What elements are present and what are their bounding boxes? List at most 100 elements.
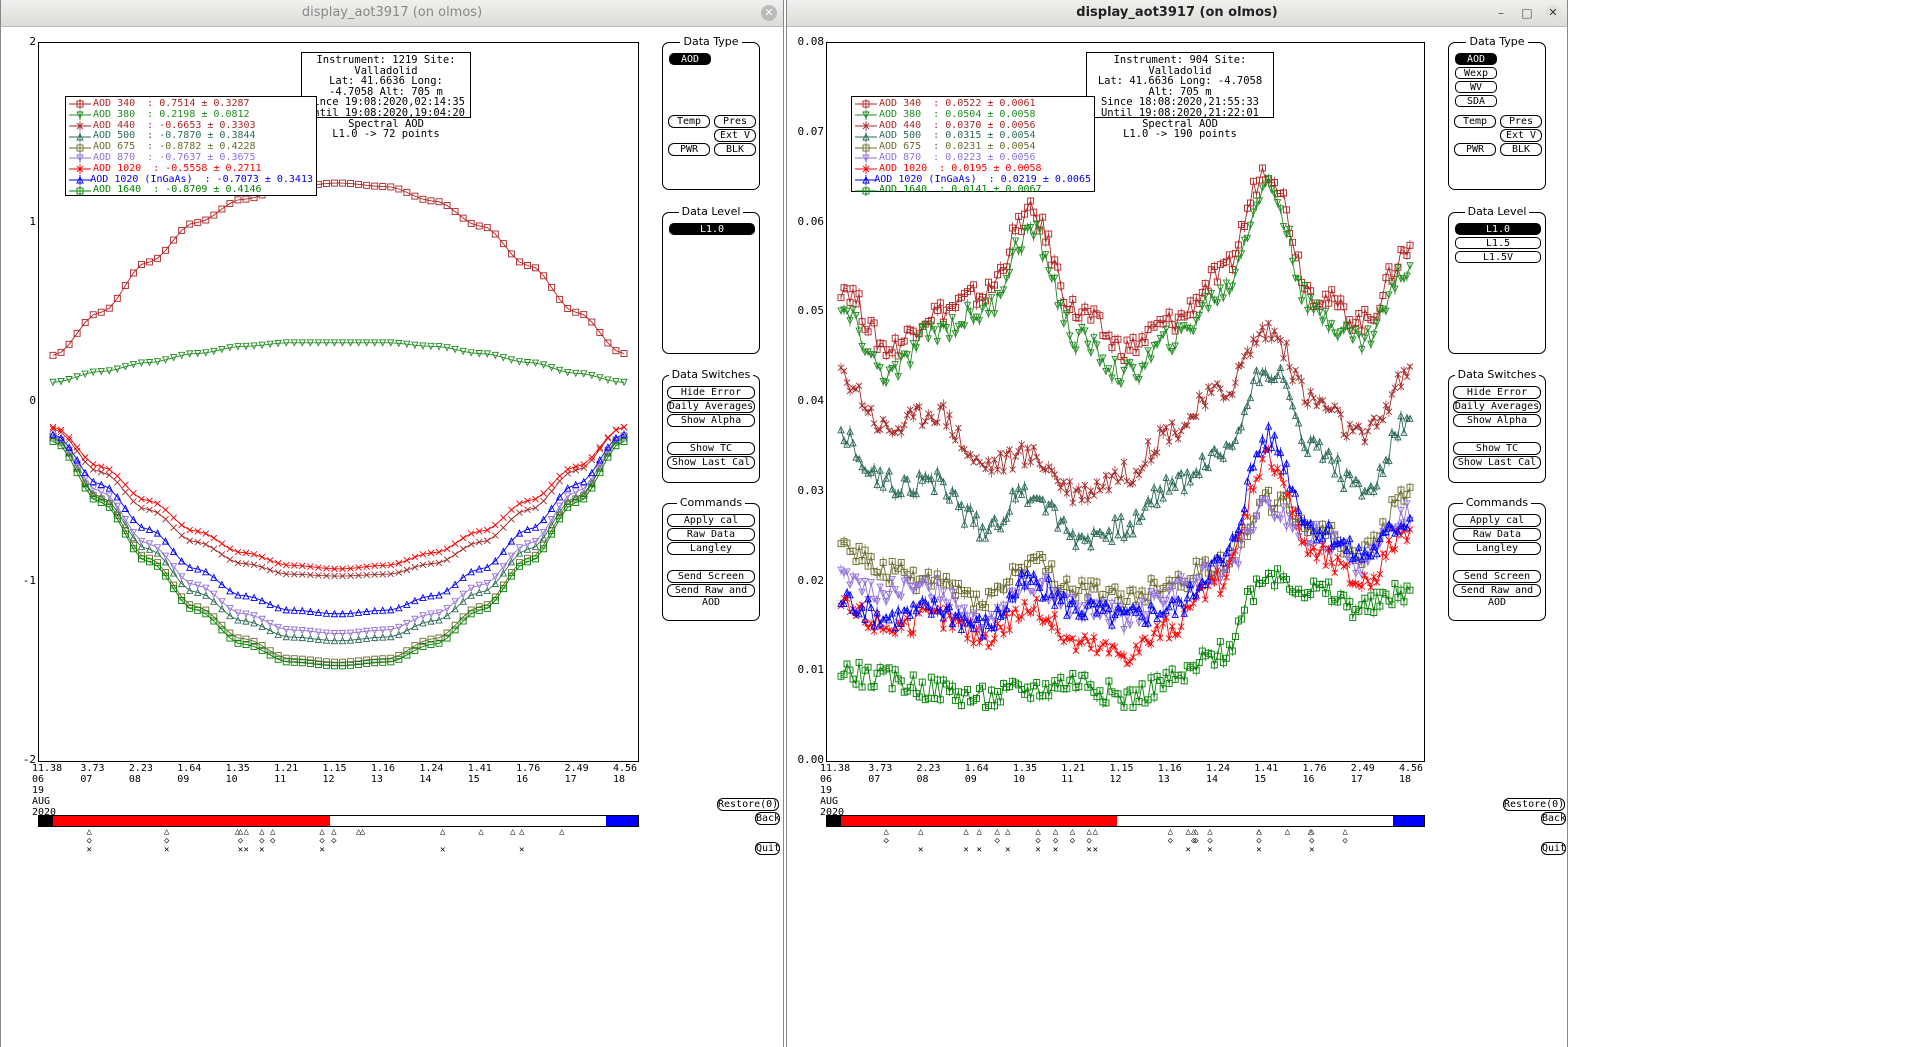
data-point [861,615,869,624]
x-tick-label: 2.49 17 [1350,763,1375,785]
ext-v-button[interactable]: Ext V [1500,129,1542,142]
data-point [1337,328,1345,336]
timeline-marker-icon: △ [918,827,924,837]
daily-averages-button[interactable]: Daily Averages [667,400,755,413]
wv-button[interactable]: WV [1455,81,1497,93]
timeline-bar[interactable] [826,815,1425,827]
raw-data-button[interactable]: Raw Data [1453,528,1541,541]
data-point [122,488,129,496]
blk-button[interactable]: BLK [1500,143,1542,156]
data-point [1162,325,1170,334]
data-point [1262,335,1269,343]
data-point [888,484,896,493]
show-last-cal-button[interactable]: Show Last Cal [1453,456,1541,469]
data-point [1008,486,1017,495]
langley-button[interactable]: Langley [667,542,755,555]
blk-button[interactable]: BLK [714,143,756,156]
level-l1-5v-button[interactable]: L1.5V [1455,251,1541,263]
close-icon[interactable]: ✕ [761,5,777,21]
close-icon[interactable]: ✕ [1545,5,1561,21]
legend-entry: AOD 440 : -0.6653 ± 0.3303 [69,120,313,132]
data-point [972,313,981,322]
level-l1-0-button[interactable]: L1.0 [669,223,755,235]
data-point [1214,567,1221,574]
data-point [1084,496,1092,504]
data-point [861,546,869,554]
data-point [1294,275,1303,284]
data-point [943,423,950,430]
data-point [1117,380,1125,388]
panel-title: Data Switches [668,368,754,381]
back-button[interactable]: Back [755,812,781,825]
data-point [507,557,516,566]
data-point [858,683,866,691]
data-point [1084,601,1092,609]
send-screen-button[interactable]: Send Screen [1453,570,1541,583]
pres-button[interactable]: Pres [714,115,756,128]
show-tc-button[interactable]: Show TC [1453,442,1541,455]
show-alpha-button[interactable]: Show Alpha [1453,414,1541,427]
level-l1-5-button[interactable]: L1.5 [1455,237,1541,249]
data-switches-panel: Data Switches Hide Error Bars Daily Aver… [662,368,760,483]
quit-button[interactable]: Quit [1541,842,1567,855]
pwr-button[interactable]: PWR [668,143,710,156]
show-alpha-button[interactable]: Show Alpha [667,414,755,427]
data-point [121,282,129,289]
data-point [1168,623,1176,630]
daily-averages-button[interactable]: Daily Averages [1453,400,1541,413]
data-point [867,579,875,587]
data-point [948,486,957,495]
aod-button[interactable]: AOD [1455,53,1497,65]
hide-error-bars-button[interactable]: Hide Error Bars [1453,386,1541,410]
data-point [1153,449,1161,456]
temp-button[interactable]: Temp [668,115,710,128]
ext-v-button[interactable]: Ext V [714,129,756,142]
timeline-bar[interactable] [38,815,639,827]
data-point [105,503,113,511]
timeline-marker-icon: ◇ [1167,836,1174,846]
data-point [492,521,499,529]
left-window-titlebar[interactable]: display_aot3917 (on olmos) ✕ [1,0,783,27]
level-l1-0-button[interactable]: L1.0 [1455,223,1541,235]
maximize-icon[interactable]: □ [1521,6,1533,20]
sda-button[interactable]: SDA [1455,95,1497,107]
show-tc-button[interactable]: Show TC [667,442,755,455]
legend-label: AOD 380 : 0.0504 ± 0.0058 [879,108,1036,120]
pwr-button[interactable]: PWR [1454,143,1496,156]
minimize-icon[interactable]: – [1498,6,1504,20]
data-point [918,476,927,484]
temp-button[interactable]: Temp [1454,115,1496,128]
apply-cal-button[interactable]: Apply cal [667,514,755,527]
hide-error-bars-button[interactable]: Hide Error Bars [667,386,755,410]
restore-button[interactable]: Restore(0) [1503,798,1565,811]
send-raw-and-aod-button[interactable]: Send Raw and AOD [667,584,755,608]
data-point [556,472,563,480]
timeline-marker-icon: △ [1052,827,1059,837]
data-point [1397,586,1405,594]
data-point [1282,381,1291,389]
apply-cal-button[interactable]: Apply cal [1453,514,1541,527]
data-point [1038,594,1047,602]
show-last-cal-button[interactable]: Show Last Cal [667,456,755,469]
data-point [1253,475,1260,483]
data-point [427,617,435,625]
langley-button[interactable]: Langley [1453,542,1541,555]
aod-button[interactable]: AOD [669,53,711,65]
right-window-titlebar[interactable]: display_aot3917 (on olmos) – □ ✕ [787,0,1567,27]
quit-button[interactable]: Quit [755,842,781,855]
data-point [346,629,355,638]
data-point [395,623,403,632]
pres-button[interactable]: Pres [1500,115,1542,128]
data-point [888,609,896,617]
data-point [1051,611,1059,618]
data-point [1337,295,1345,303]
back-button[interactable]: Back [1541,812,1567,825]
data-point [1108,621,1116,629]
wexp-button[interactable]: Wexp [1455,67,1497,79]
restore-button[interactable]: Restore(0) [717,798,779,811]
data-point [984,615,993,624]
raw-data-button[interactable]: Raw Data [667,528,755,541]
send-screen-button[interactable]: Send Screen [667,570,755,583]
data-point [909,629,917,637]
send-raw-and-aod-button[interactable]: Send Raw and AOD [1453,584,1541,608]
